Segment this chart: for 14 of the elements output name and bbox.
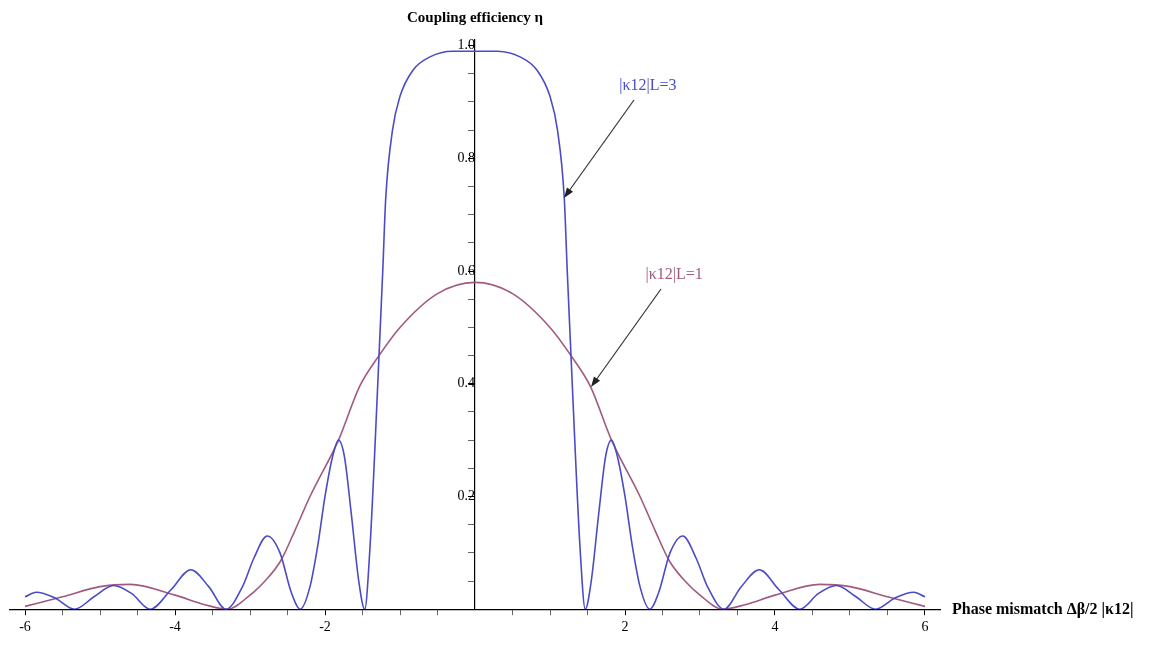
text: |κ12|L=3 (619, 75, 677, 94)
x-tick-label: 2 (621, 619, 629, 635)
x-tick-label: 6 (921, 619, 929, 635)
x-tick-label: -2 (319, 619, 331, 635)
line-series (24, 50, 926, 610)
x-tick-label: 4 (771, 619, 779, 635)
x-tick-label: -6 (19, 619, 31, 635)
y-tick-label: 0.2 (457, 488, 475, 504)
y-tick-label: 0.8 (457, 150, 475, 166)
x-axis-title: Phase mismatch Δβ/2 |κ12| (952, 600, 1134, 619)
line-series (24, 281, 926, 610)
x-tick-label: -4 (169, 619, 181, 635)
text: |κ12|L=1 (645, 264, 703, 283)
y-axis-title: Coupling efficiency η (407, 9, 544, 26)
